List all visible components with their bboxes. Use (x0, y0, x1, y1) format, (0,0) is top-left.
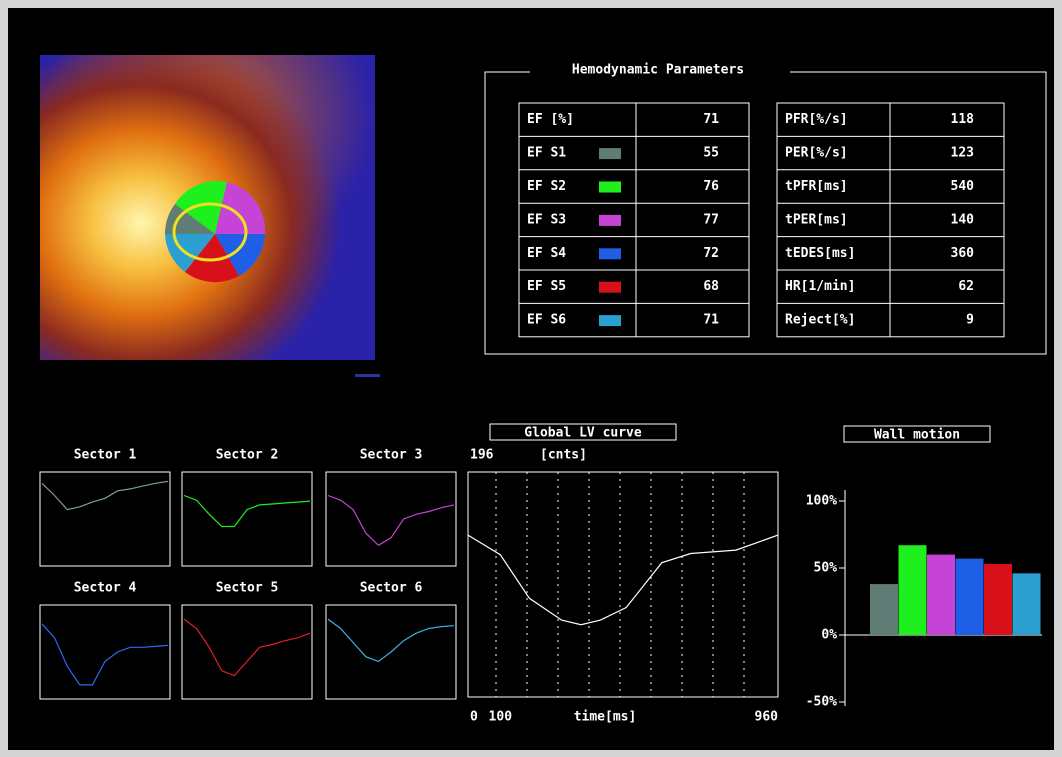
x-tick-label: 100 (489, 710, 513, 725)
param-value: 540 (951, 179, 975, 194)
x-tick-label: 960 (755, 710, 779, 725)
x-label: time[ms] (574, 710, 637, 725)
param-label: EF S1 (527, 146, 566, 161)
bar (956, 559, 984, 635)
param-value: 72 (703, 246, 719, 261)
sector-title: Sector 2 (216, 448, 279, 463)
param-label: PFR[%/s] (785, 112, 848, 127)
y-tick-label: 50% (814, 561, 838, 576)
bar (899, 545, 927, 635)
panel-title: Hemodynamic Parameters (572, 63, 744, 78)
param-label: EF S2 (527, 179, 566, 194)
sector-title: Sector 5 (216, 581, 279, 596)
bar (984, 564, 1012, 635)
global-curve-title: Global LV curve (524, 426, 642, 441)
param-label: tPER[ms] (785, 212, 848, 227)
param-label: tPFR[ms] (785, 179, 848, 194)
param-label: HR[1/min] (785, 279, 855, 294)
param-value: 76 (703, 179, 719, 194)
y-tick-label: 100% (806, 494, 837, 509)
color-swatch (599, 215, 621, 226)
scintigraphy-image (40, 55, 380, 377)
param-label: PER[%/s] (785, 146, 848, 161)
wall-motion-title: Wall motion (874, 428, 960, 443)
param-value: 77 (703, 212, 719, 227)
param-label: EF S5 (527, 279, 566, 294)
screen: Hemodynamic Parameters Global LV curve W… (0, 0, 1062, 757)
param-label: EF S3 (527, 212, 566, 227)
sector-title: Sector 4 (74, 581, 137, 596)
sector-title: Sector 3 (360, 448, 423, 463)
param-label: EF S6 (527, 313, 566, 328)
param-value: 71 (703, 112, 719, 127)
param-label: EF [%] (527, 112, 574, 127)
x-tick-label: 0 (470, 710, 478, 725)
bar (870, 584, 898, 635)
color-swatch (599, 282, 621, 293)
param-value: 140 (951, 212, 975, 227)
sector-title: Sector 1 (74, 448, 137, 463)
color-swatch (599, 248, 621, 259)
param-value: 62 (958, 279, 974, 294)
param-value: 55 (703, 146, 719, 161)
param-value: 118 (951, 112, 975, 127)
color-swatch (599, 148, 621, 159)
param-label: Reject[%] (785, 313, 855, 328)
param-value: 68 (703, 279, 719, 294)
y-unit: [cnts] (540, 448, 587, 463)
param-value: 123 (951, 146, 974, 161)
color-swatch (599, 315, 621, 326)
param-label: EF S4 (527, 246, 566, 261)
param-label: tEDES[ms] (785, 246, 855, 261)
param-value: 360 (951, 246, 975, 261)
sector-title: Sector 6 (360, 581, 423, 596)
page: { "hemodynamic": { "title": "Hemodynamic… (0, 0, 1062, 757)
param-value: 9 (966, 313, 974, 328)
y-tick-label: -50% (806, 695, 837, 710)
y-max-label: 196 (470, 448, 494, 463)
y-tick-label: 0% (821, 628, 837, 643)
bar (927, 555, 955, 635)
param-value: 71 (703, 313, 719, 328)
bar (1013, 573, 1041, 635)
color-swatch (599, 182, 621, 193)
